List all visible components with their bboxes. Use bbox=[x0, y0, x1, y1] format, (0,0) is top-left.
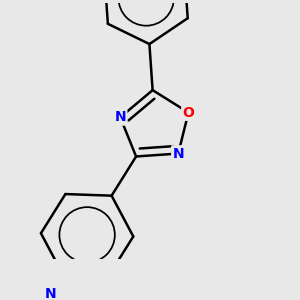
Text: O: O bbox=[182, 106, 194, 119]
Text: N: N bbox=[172, 146, 184, 161]
Text: N: N bbox=[114, 110, 126, 124]
Text: N: N bbox=[45, 286, 56, 300]
